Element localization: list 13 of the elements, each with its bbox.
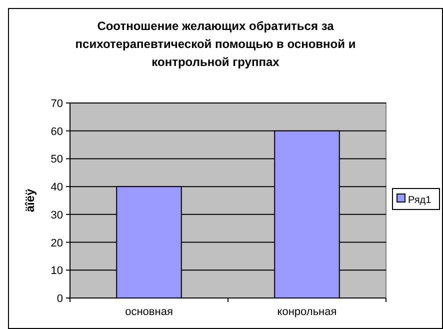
chart-title: Соотношение желающих обратиться за психотерапевтической помощью в основной и контрольной группах xyxy=(75,19,356,69)
x-tick-label: конрольная xyxy=(277,306,337,318)
y-tick-label: 70 xyxy=(50,98,63,110)
x-tick-label: основная xyxy=(125,306,173,318)
y-tick-label: 10 xyxy=(50,265,63,278)
legend-label: Ряд1 xyxy=(408,195,432,206)
y-tick-label: 0 xyxy=(56,293,63,305)
y-tick-label: 30 xyxy=(50,209,63,222)
y-tick-label: 40 xyxy=(50,182,63,194)
y-tick-label: 50 xyxy=(50,154,63,166)
y-tick-label: 60 xyxy=(50,126,63,138)
y-tick-label: 20 xyxy=(50,237,63,250)
y-axis-title: äîëÿ xyxy=(23,188,37,212)
